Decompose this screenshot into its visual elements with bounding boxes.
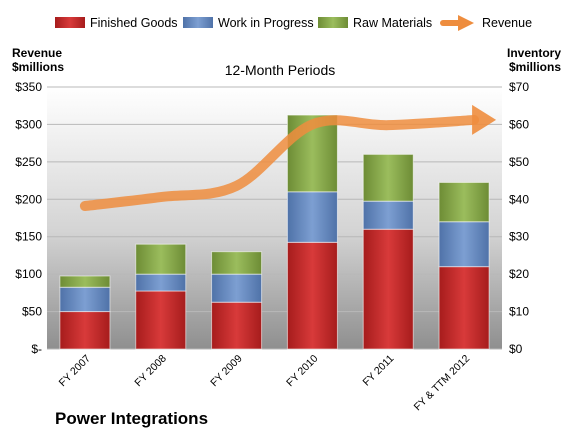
revenue-point-fy-2010 — [312, 124, 313, 125]
legend-label-finished-goods: Finished Goods — [90, 16, 178, 30]
bar-finished-goods-fy-2010 — [286, 241, 338, 350]
legend-label-revenue: Revenue — [482, 16, 532, 30]
right-tick-label: $50 — [509, 155, 529, 169]
x-tick-label: FY 2011 — [360, 353, 396, 389]
bar-work-in-progress-fy-2009 — [211, 273, 263, 303]
left-tick-label: $150 — [15, 230, 42, 244]
right-tick-label: $30 — [509, 230, 529, 244]
left-tick-label: $350 — [15, 80, 42, 94]
right-tick-label: $0 — [509, 342, 523, 356]
bar-raw-materials-fy-ttm-2012 — [438, 181, 490, 223]
right-axis-title-line1: Inventory — [507, 46, 561, 60]
right-axis-ticks: $0 $10 $20 $30 $40 $50 $60 $70 — [509, 80, 529, 356]
right-tick-label: $70 — [509, 80, 529, 94]
bar-work-in-progress-fy-ttm-2012 — [438, 221, 490, 268]
left-tick-label: $- — [31, 342, 42, 356]
x-tick-label: FY 2010 — [284, 353, 321, 390]
legend-swatch-finished-goods — [55, 17, 85, 28]
right-tick-label: $60 — [509, 117, 529, 131]
revenue-line — [79, 104, 497, 212]
left-tick-label: $50 — [22, 305, 42, 319]
bar-raw-materials-fy-2007 — [59, 275, 111, 288]
x-tick-label: FY 2007 — [57, 353, 94, 390]
bar-finished-goods-fy-2008 — [135, 290, 187, 350]
x-tick-label: FY 2008 — [132, 353, 169, 390]
left-tick-label: $100 — [15, 267, 42, 281]
legend-swatch-work-in-progress — [183, 17, 213, 28]
x-tick-label: FY & TTM 2012 — [412, 353, 473, 414]
left-tick-label: $250 — [15, 155, 42, 169]
legend: Finished Goods Work in Progress Raw Mate… — [55, 15, 532, 31]
revenue-point-fy-2011 — [388, 125, 389, 126]
bars — [59, 114, 490, 350]
revenue-point-fy-2008 — [160, 197, 161, 198]
right-axis-title-line2: $millions — [509, 60, 561, 74]
bar-work-in-progress-fy-2010 — [286, 191, 338, 243]
x-tick-label: FY 2009 — [208, 353, 245, 390]
bar-finished-goods-fy-ttm-2012 — [438, 266, 490, 350]
right-tick-label: $40 — [509, 192, 529, 206]
chart-subtitle: 12-Month Periods — [225, 62, 336, 78]
bar-finished-goods-fy-2009 — [211, 301, 263, 350]
bar-raw-materials-fy-2011 — [362, 153, 414, 202]
left-tick-label: $200 — [15, 192, 42, 206]
left-axis-title-line1: Revenue — [12, 46, 62, 60]
left-tick-label: $300 — [15, 117, 42, 131]
left-axis-title-line2: $millions — [12, 60, 64, 74]
revenue-line-path — [79, 114, 480, 212]
bar-work-in-progress-fy-2011 — [362, 200, 414, 230]
legend-label-work-in-progress: Work in Progress — [218, 16, 314, 30]
revenue-line-arrowhead — [472, 104, 497, 135]
company-name: Power Integrations — [55, 409, 208, 428]
right-tick-label: $20 — [509, 267, 529, 281]
bar-raw-materials-fy-2008 — [135, 243, 187, 275]
bar-finished-goods-fy-2007 — [59, 311, 111, 350]
bar-work-in-progress-fy-2007 — [59, 286, 111, 313]
bar-raw-materials-fy-2009 — [211, 251, 263, 275]
bar-work-in-progress-fy-2008 — [135, 273, 187, 292]
left-axis-ticks: $- $50 $100 $150 $200 $250 $300 $350 — [15, 80, 42, 356]
revenue-point-fy-ttm-2012 — [464, 119, 465, 120]
right-tick-label: $10 — [509, 305, 529, 319]
gridlines — [47, 86, 502, 350]
bar-finished-goods-fy-2011 — [362, 228, 414, 350]
x-axis-ticks: FY 2007 FY 2008 FY 2009 FY 2010 FY 2011 FY & … — [57, 353, 473, 414]
legend-label-raw-materials: Raw Materials — [353, 16, 432, 30]
revenue-point-fy-2007 — [84, 206, 85, 207]
legend-swatch-raw-materials — [318, 17, 348, 28]
revenue-point-fy-2009 — [236, 185, 237, 186]
legend-swatch-revenue — [440, 15, 474, 31]
plot-area — [47, 87, 502, 349]
